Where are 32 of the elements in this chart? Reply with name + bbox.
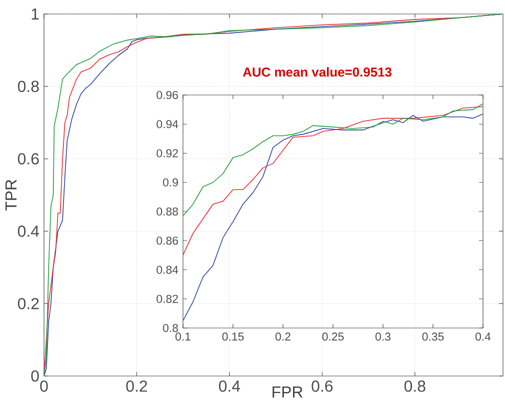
y-tick-label: 0.84 [156, 266, 178, 274]
y-tick-label: 0.8 [18, 80, 39, 92]
y-tick-label: 0.88 [156, 207, 178, 216]
y-tick-label: 0.2 [18, 298, 39, 310]
x-tick-label: 0.25 [322, 332, 344, 341]
y-tick-label: 0.94 [156, 120, 178, 128]
y-tick-label: 1 [32, 8, 39, 20]
x-tick-label: 0.15 [222, 332, 244, 341]
x-tick-label: 0.2 [275, 332, 290, 341]
y-tick-label: 0.92 [156, 149, 178, 158]
y-axis-title: TPR [6, 180, 16, 211]
x-tick-label: 0.1 [175, 332, 190, 341]
x-tick-label: 0 [40, 380, 48, 392]
x-tick-label: 0.4 [475, 332, 491, 341]
line-series [183, 114, 484, 322]
y-tick-label: 0.86 [156, 236, 178, 245]
y-tick-label: 0.6 [18, 153, 39, 164]
x-tick-label: 0.4 [218, 380, 240, 392]
y-tick-label: 0.82 [156, 294, 178, 303]
x-axis-title: FPR [272, 386, 302, 398]
y-tick-label: 0.96 [156, 90, 178, 100]
annotation: AUC mean value=0.9513 [242, 67, 392, 77]
y-tick-label: 0.4 [18, 226, 40, 237]
x-tick-label: 0.8 [404, 380, 426, 392]
y-tick-label: 0 [31, 370, 39, 382]
x-tick-label: 0.6 [312, 380, 333, 392]
line-series [44, 14, 503, 376]
x-tick-label: 0.35 [422, 332, 444, 341]
y-tick-label: 0.8 [163, 324, 178, 332]
x-tick-label: 0.2 [126, 380, 148, 392]
x-tick-label: 0.3 [375, 332, 390, 341]
y-tick-label: 0.9 [163, 178, 178, 186]
